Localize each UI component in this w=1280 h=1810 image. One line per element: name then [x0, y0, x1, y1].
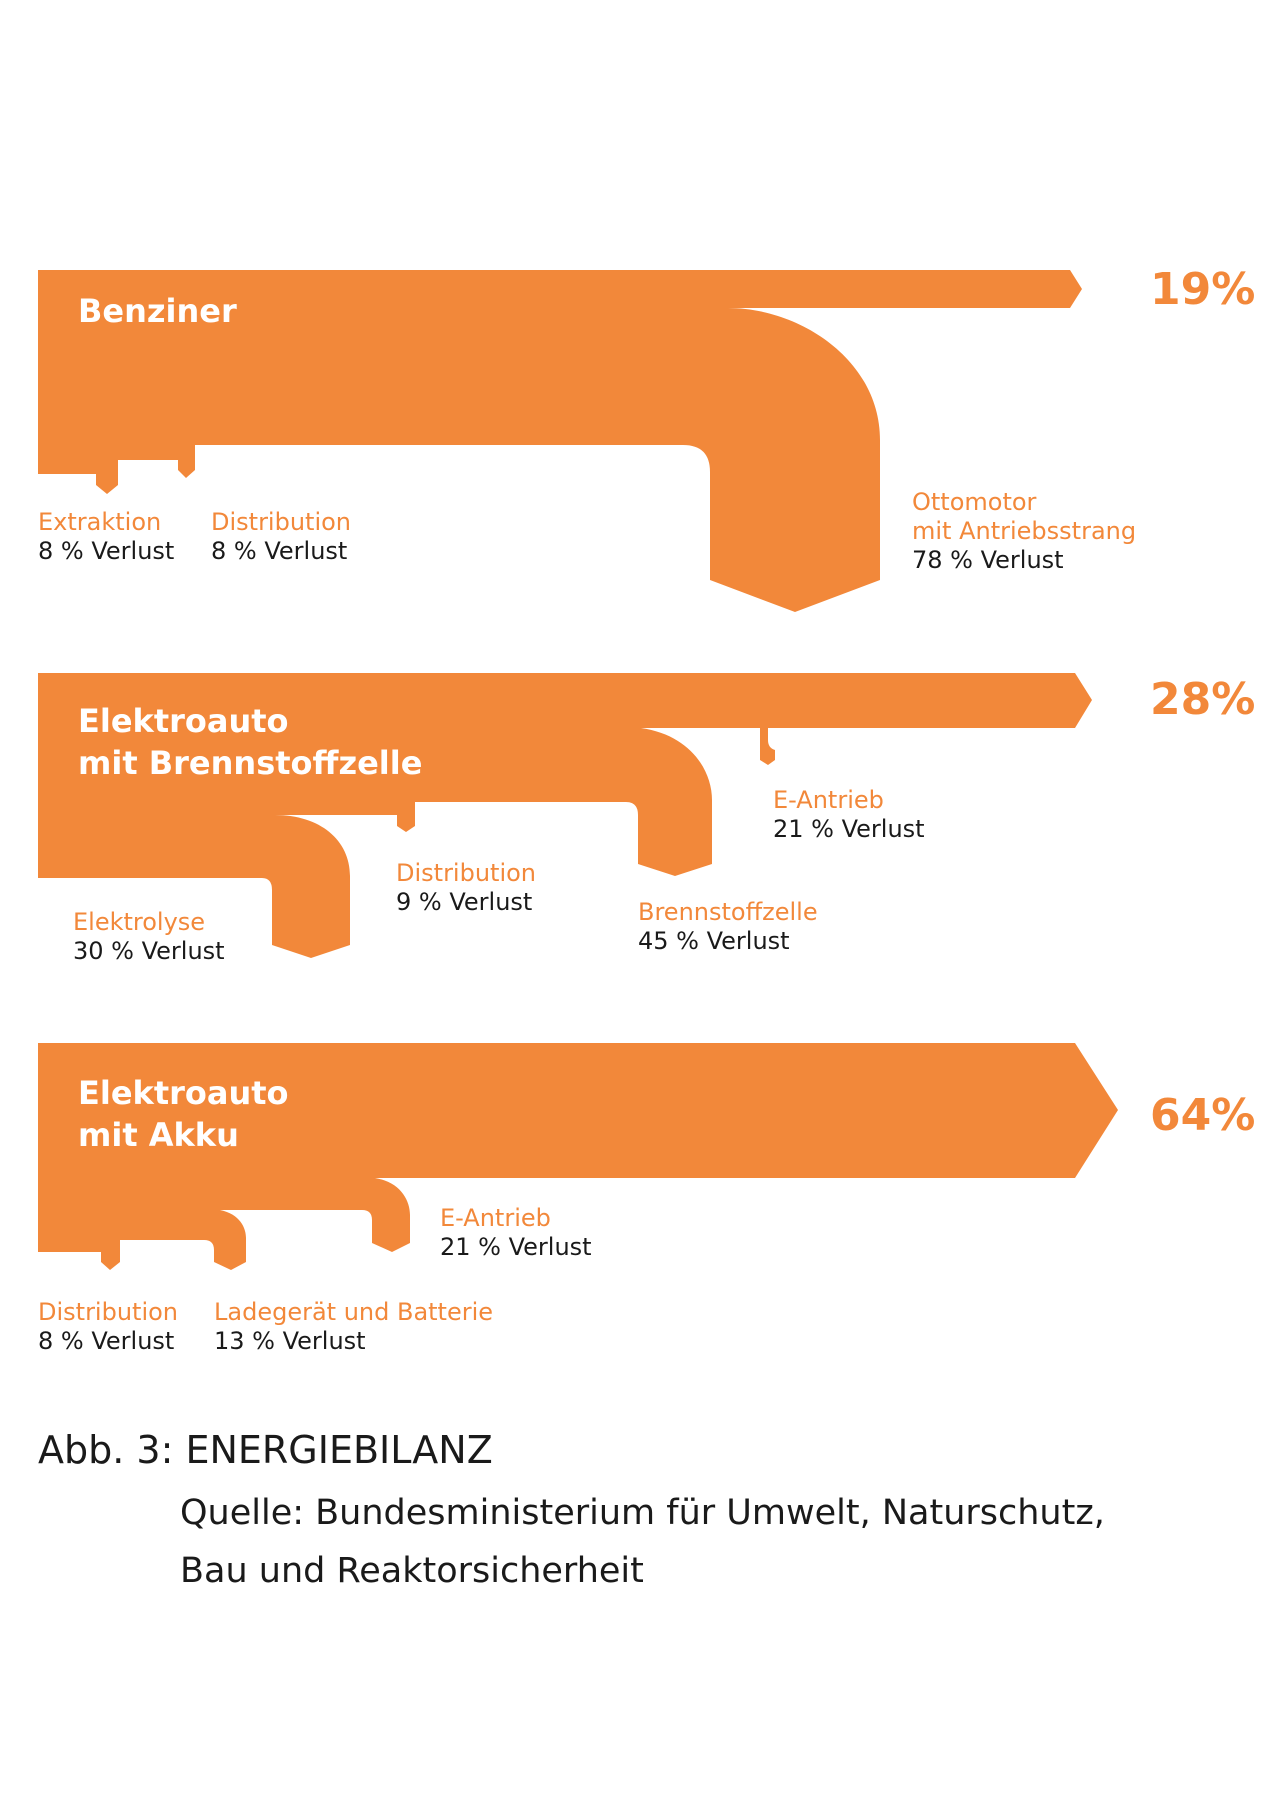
sankey-brennstoffzelle: Elektroauto mit Brennstoffzelle 28% Elek… [38, 673, 1255, 965]
brennstoffzelle-title: Elektroauto mit Brennstoffzelle [78, 702, 422, 782]
brennstoffzelle-loss-elektrolyse-value: 30 % Verlust [73, 937, 225, 965]
brennstoffzelle-loss-distribution-name: Distribution [396, 859, 536, 887]
akku-loss-eantrieb-value: 21 % Verlust [440, 1233, 592, 1261]
brennstoffzelle-loss-brennstoffzelle-value: 45 % Verlust [638, 927, 790, 955]
brennstoffzelle-loss-eantrieb-name: E-Antrieb [773, 786, 884, 814]
figure-caption-source: Quelle: Bundesministerium für Umwelt, Na… [180, 1484, 1105, 1600]
benziner-loss-distribution-name: Distribution [211, 508, 351, 536]
akku-title: Elektroauto mit Akku [78, 1074, 300, 1154]
figure-caption-title: Abb. 3: ENERGIEBILANZ [38, 1428, 493, 1472]
benziner-loss-ottomotor-name-1: Ottomotor [912, 488, 1037, 516]
benziner-loss-extraktion-name: Extraktion [38, 508, 161, 536]
akku-loss-eantrieb-name: E-Antrieb [440, 1204, 551, 1232]
benziner-loss-ottomotor-value: 78 % Verlust [912, 546, 1064, 574]
benziner-loss-ottomotor-name-2: mit Antriebsstrang [912, 517, 1136, 545]
flow-brennstoffzelle-main [38, 673, 1092, 958]
akku-loss-ladegeraet-name: Ladegerät und Batterie [214, 1298, 493, 1326]
benziner-loss-extraktion-value: 8 % Verlust [38, 537, 174, 565]
brennstoffzelle-loss-eantrieb-value: 21 % Verlust [773, 815, 925, 843]
brennstoffzelle-efficiency: 28% [1150, 674, 1255, 725]
benziner-efficiency: 19% [1150, 264, 1255, 315]
akku-efficiency: 64% [1150, 1090, 1255, 1141]
akku-loss-distribution-name: Distribution [38, 1298, 178, 1326]
akku-loss-ladegeraet-value: 13 % Verlust [214, 1327, 366, 1355]
flow-akku-main [38, 1043, 1118, 1270]
figure-caption-source-line-2: Bau und Reaktorsicherheit [180, 1551, 644, 1591]
figure-caption-source-line-1: Quelle: Bundesministerium für Umwelt, Na… [180, 1493, 1105, 1533]
sankey-akku: Elektroauto mit Akku 64% Distribution 8 … [38, 1043, 1255, 1355]
sankey-benziner: Benziner 19% Extraktion 8 % Verlust Dist… [38, 264, 1255, 612]
akku-loss-distribution-value: 8 % Verlust [38, 1327, 174, 1355]
brennstoffzelle-loss-distribution-value: 9 % Verlust [396, 888, 532, 916]
benziner-loss-distribution-value: 8 % Verlust [211, 537, 347, 565]
brennstoffzelle-loss-brennstoffzelle-name: Brennstoffzelle [638, 898, 818, 926]
flow-benziner-main [38, 270, 1082, 612]
brennstoffzelle-loss-elektrolyse-name: Elektrolyse [73, 908, 205, 936]
benziner-title: Benziner [78, 292, 237, 330]
